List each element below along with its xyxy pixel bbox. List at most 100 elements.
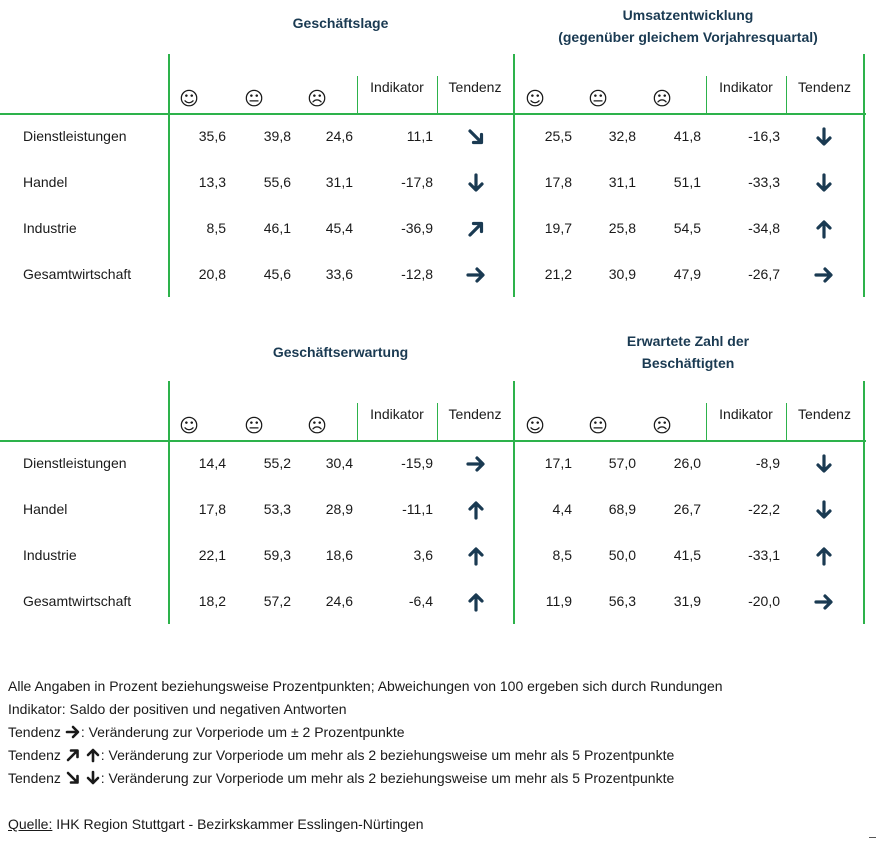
note-line-1: Alle Angaben in Prozent beziehungsweise … [8, 678, 723, 694]
table-cell-value: 28,9 [325, 501, 353, 517]
table-cell-value: -16,3 [748, 128, 780, 144]
column-header-indikator: Indikator [370, 79, 424, 95]
table-cell-value: 20,8 [198, 266, 226, 282]
table-cell-value: 59,3 [263, 547, 291, 563]
arrow-right-icon [465, 264, 487, 286]
row-label: Handel [23, 174, 68, 190]
right-section-title-line: Beschäftigten [641, 355, 735, 371]
smiley-neutral-icon: 😐 [244, 415, 264, 437]
table-cell-value: 30,4 [325, 455, 353, 471]
smiley-happy-icon: ☺ [525, 415, 545, 437]
note-line-2: Indikator: Saldo der positiven und negat… [8, 701, 347, 717]
column-divider [863, 381, 865, 624]
column-header-tendenz: Tendenz [448, 406, 502, 422]
table-cell-value: 53,3 [263, 501, 291, 517]
table-cell-value: 26,7 [673, 501, 701, 517]
note-line-3-suffix: : Veränderung zur Vorperiode um ± 2 Proz… [80, 724, 405, 740]
row-label: Gesamtwirtschaft [23, 593, 132, 609]
corner-dash [869, 837, 876, 838]
right-section-title-line: Erwartete Zahl der [626, 333, 750, 349]
table-cell-value: 57,0 [608, 455, 636, 471]
table-cell-value: 25,5 [544, 128, 572, 144]
table-cell-value: 41,5 [673, 547, 701, 563]
table-cell-value: -34,8 [748, 220, 780, 236]
table-cell-value: 31,1 [608, 174, 636, 190]
arrow-right-icon [813, 264, 835, 286]
table-cell-value: 21,2 [544, 266, 572, 282]
table-cell-value: 17,8 [544, 174, 572, 190]
table-cell-value: 3,6 [413, 547, 433, 563]
header-cell-divider [706, 403, 707, 440]
row-label: Industrie [23, 547, 77, 563]
table-cell-value: 57,2 [263, 593, 291, 609]
table-cell-value: 11,9 [545, 593, 572, 609]
header-cell-divider [357, 403, 358, 440]
table-cell-value: -11,1 [402, 501, 433, 517]
table-cell-value: 32,8 [608, 128, 636, 144]
table-cell-value: 45,4 [325, 220, 353, 236]
table-cell-value: 8,5 [206, 220, 226, 236]
smiley-sad-icon: ☹ [307, 415, 327, 437]
column-header-indikator: Indikator [719, 406, 773, 422]
table-cell-value: 46,1 [263, 220, 291, 236]
table-cell-value: -8,9 [755, 455, 780, 471]
column-divider [863, 54, 865, 297]
column-header-tendenz: Tendenz [798, 406, 851, 422]
smiley-happy-icon: ☺ [179, 415, 199, 437]
arrow-up-right-icon [65, 747, 81, 763]
note-line-4: Tendenz : Veränderung zur Vorperiode um … [8, 744, 723, 767]
arrow-down-icon [813, 172, 835, 194]
arrow-down-icon [813, 499, 835, 521]
note-line-5-suffix: : Veränderung zur Vorperiode um mehr als… [100, 770, 675, 786]
table-cell-value: 30,9 [608, 266, 636, 282]
smiley-sad-icon: ☹ [652, 415, 672, 437]
table-cell-value: 35,6 [198, 128, 226, 144]
smiley-sad-icon: ☹ [652, 88, 672, 110]
table-cell-value: -15,9 [401, 455, 433, 471]
row-label: Industrie [23, 220, 77, 236]
table-cell-value: -17,8 [401, 174, 433, 190]
row-label: Dienstleistungen [23, 455, 127, 471]
arrow-right-icon [65, 724, 81, 740]
table-cell-value: 24,6 [325, 128, 353, 144]
arrow-up-icon [85, 747, 101, 763]
header-cell-divider [706, 76, 707, 113]
table-cell-value: -6,4 [408, 593, 433, 609]
table-cell-value: 31,1 [325, 174, 353, 190]
table-cell-value: 47,9 [673, 266, 701, 282]
table-cell-value: -33,1 [748, 547, 780, 563]
source-label: Quelle: [8, 816, 53, 832]
header-cell-divider [437, 76, 438, 113]
row-label: Handel [23, 501, 68, 517]
table-cell-value: 11,1 [406, 128, 433, 144]
smiley-sad-icon: ☹ [307, 88, 327, 110]
table-cell-value: 24,6 [325, 593, 353, 609]
column-divider [168, 54, 170, 297]
table-cell-value: 31,9 [673, 593, 701, 609]
table-cell-value: -22,2 [748, 501, 780, 517]
header-cell-divider [786, 76, 787, 113]
arrow-up-icon [813, 218, 835, 240]
table-cell-value: 25,8 [608, 220, 636, 236]
header-cell-divider [786, 403, 787, 440]
smiley-neutral-icon: 😐 [588, 88, 608, 110]
table-cell-value: 13,3 [198, 174, 226, 190]
arrow-up-icon [813, 545, 835, 567]
column-header-indikator: Indikator [719, 79, 773, 95]
note-line-3-prefix: Tendenz [8, 724, 61, 740]
table-cell-value: 18,2 [198, 593, 226, 609]
table-cell-value: 55,2 [263, 455, 291, 471]
arrow-down-icon [465, 172, 487, 194]
column-header-tendenz: Tendenz [448, 79, 502, 95]
table-cell-value: 54,5 [673, 220, 701, 236]
column-divider [168, 381, 170, 624]
table-cell-value: 50,0 [608, 547, 636, 563]
arrow-up-icon [465, 591, 487, 613]
right-section-title-line: (gegenüber gleichem Vorjahresquartal) [558, 29, 818, 45]
table-cell-value: 55,6 [263, 174, 291, 190]
arrow-down-right-icon [465, 126, 487, 148]
source-line: Quelle: IHK Region Stuttgart - Bezirkska… [8, 813, 723, 836]
table-cell-value: 39,8 [263, 128, 291, 144]
table-cell-value: 4,4 [552, 501, 572, 517]
smiley-happy-icon: ☺ [179, 88, 199, 110]
